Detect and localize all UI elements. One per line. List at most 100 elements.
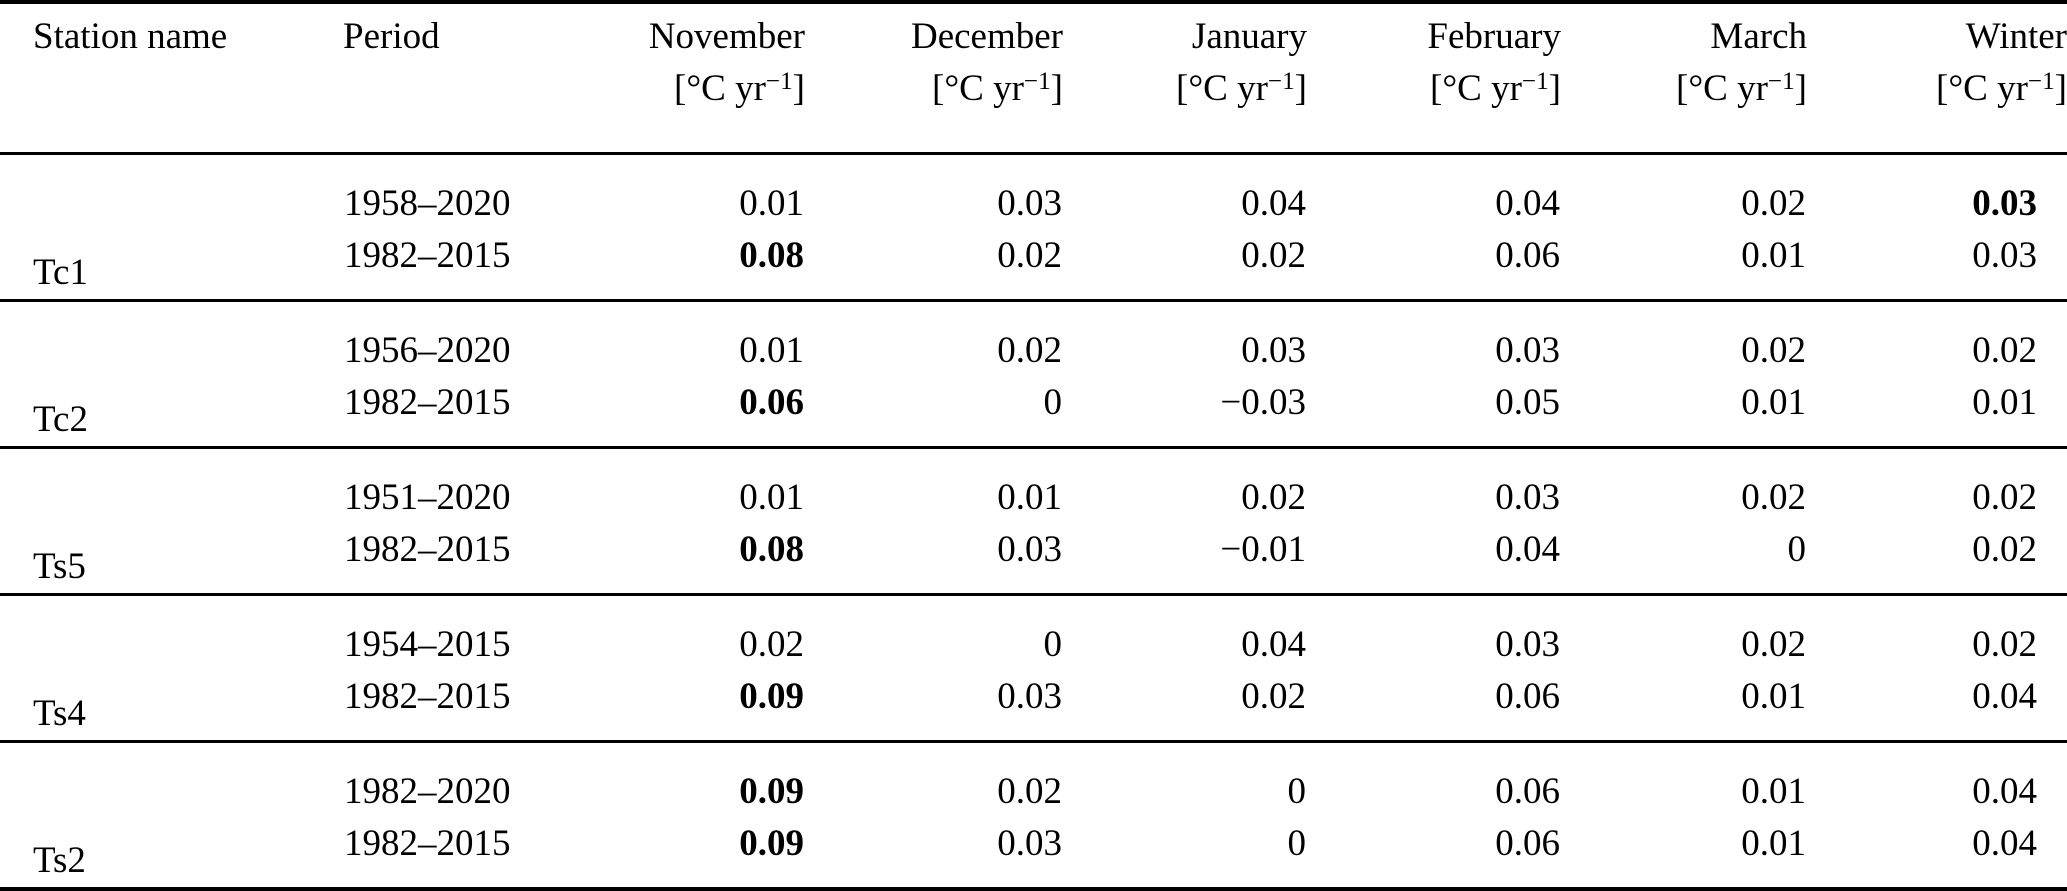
trend-value-cell: 0.02 — [997, 330, 1062, 371]
period-cell: 1982–2015 — [344, 823, 511, 864]
table-row: Ts4 1954–2015 0.02 0 0.04 0.03 0.02 0.02 — [0, 595, 2067, 734]
period-cell: 1982–2015 — [344, 382, 511, 423]
trend-value-cell: 0.06 — [1495, 235, 1560, 276]
trend-value-cell: 0.04 — [1972, 771, 2037, 812]
month-label: December — [910, 16, 1063, 57]
trend-value-cell: 0.01 — [1741, 823, 1806, 864]
station-group-tc1: Tc1 1958–2020 0.01 0.03 0.04 0.04 0.02 0… — [0, 154, 2067, 301]
period-cell: 1982–2015 — [344, 676, 511, 717]
trend-value-cell: 0.01 — [1972, 382, 2037, 423]
table-row: 1982–2015 0.08 0.02 0.02 0.06 0.01 0.03 — [0, 230, 2067, 301]
unit-exponent: −1 — [1023, 67, 1051, 95]
unit-open: [°C yr — [1176, 68, 1268, 109]
station-group-ts4: Ts4 1954–2015 0.02 0 0.04 0.03 0.02 0.02… — [0, 595, 2067, 742]
table-row: Tc1 1958–2020 0.01 0.03 0.04 0.04 0.02 0… — [0, 154, 2067, 293]
trend-value-cell: 0.04 — [1495, 529, 1560, 570]
unit-label: [°C yr−1] — [1063, 64, 1307, 118]
unit-open: [°C yr — [1676, 68, 1768, 109]
trend-value-cell: 0.01 — [1741, 771, 1806, 812]
station-name-cell: Ts5 — [33, 546, 86, 587]
station-name-cell: Ts4 — [33, 693, 86, 734]
trend-value-cell: 0 — [1043, 624, 1063, 665]
trend-value-cell: 0.08 — [739, 529, 804, 570]
trend-value-cell: 0.04 — [1972, 823, 2037, 864]
period-cell: 1982–2015 — [344, 529, 511, 570]
trend-value-cell: 0.03 — [997, 676, 1062, 717]
table-row: 1982–2015 0.09 0.03 0 0.06 0.01 0.04 — [0, 818, 2067, 889]
trend-value-cell: 0.02 — [997, 235, 1062, 276]
trend-value-cell: 0.06 — [1495, 771, 1560, 812]
trend-value-cell: 0.02 — [1972, 477, 2037, 518]
trend-value-cell: 0.06 — [1495, 676, 1560, 717]
trend-value-cell: 0.02 — [1241, 477, 1306, 518]
unit-open: [°C yr — [1936, 68, 2028, 109]
column-header-march: March [°C yr−1] — [1561, 2, 1807, 155]
trend-value-cell: 0.02 — [1972, 330, 2037, 371]
unit-close: ] — [1050, 68, 1063, 109]
unit-close: ] — [792, 68, 805, 109]
trend-value-cell: 0.02 — [1741, 624, 1806, 665]
station-group-ts5: Ts5 1951–2020 0.01 0.01 0.02 0.03 0.02 0… — [0, 448, 2067, 595]
station-name-header-label: Station name — [33, 16, 228, 57]
column-header-period: Period — [343, 2, 575, 155]
month-label: March — [1710, 16, 1807, 57]
period-cell: 1982–2020 — [344, 771, 511, 812]
trend-value-cell: 0.06 — [739, 382, 804, 423]
period-header-label: Period — [343, 16, 440, 57]
column-header-november: November [°C yr−1] — [575, 2, 805, 155]
trend-value-cell: −0.03 — [1220, 382, 1306, 423]
table-row: Ts2 1982–2020 0.09 0.02 0 0.06 0.01 0.04 — [0, 742, 2067, 881]
trend-value-cell: 0.03 — [997, 823, 1062, 864]
table-row: Ts5 1951–2020 0.01 0.01 0.02 0.03 0.02 0… — [0, 448, 2067, 587]
trend-value-cell: 0.04 — [1972, 676, 2037, 717]
period-cell: 1956–2020 — [344, 330, 511, 371]
table-row: Tc2 1956–2020 0.01 0.02 0.03 0.03 0.02 0… — [0, 301, 2067, 440]
trend-value-cell: 0.03 — [1972, 235, 2037, 276]
header-row: Station name Period November [°C yr−1] D… — [0, 2, 2067, 155]
column-header-february: February [°C yr−1] — [1307, 2, 1561, 155]
unit-label: [°C yr−1] — [1561, 64, 1807, 118]
station-group-tc2: Tc2 1956–2020 0.01 0.02 0.03 0.03 0.02 0… — [0, 301, 2067, 448]
table-row: 1982–2015 0.06 0 −0.03 0.05 0.01 0.01 — [0, 377, 2067, 448]
trend-value-cell: 0.03 — [1495, 330, 1560, 371]
period-cell: 1951–2020 — [344, 477, 511, 518]
trend-value-cell: −0.01 — [1220, 529, 1306, 570]
trend-value-cell: 0.02 — [1972, 624, 2037, 665]
trend-value-cell: 0.04 — [1241, 183, 1306, 224]
station-group-ts2: Ts2 1982–2020 0.09 0.02 0 0.06 0.01 0.04… — [0, 742, 2067, 890]
trend-value-cell: 0 — [1287, 771, 1307, 812]
trend-value-cell: 0.01 — [739, 330, 804, 371]
station-name-cell: Tc1 — [33, 252, 88, 293]
trend-value-cell: 0.08 — [739, 235, 804, 276]
trend-value-cell: 0.01 — [997, 477, 1062, 518]
trend-value-cell: 0 — [1043, 382, 1063, 423]
column-header-december: December [°C yr−1] — [805, 2, 1063, 155]
unit-open: [°C yr — [932, 68, 1024, 109]
column-header-winter: Winter [°C yr−1] — [1807, 2, 2067, 155]
unit-exponent: −1 — [1267, 67, 1295, 95]
trend-value-cell: 0 — [1787, 529, 1807, 570]
unit-open: [°C yr — [674, 68, 766, 109]
period-cell: 1982–2015 — [344, 235, 511, 276]
column-header-station-name: Station name — [0, 2, 343, 155]
trend-value-cell: 0.03 — [1495, 477, 1560, 518]
unit-label: [°C yr−1] — [1807, 64, 2067, 118]
trend-value-cell: 0.02 — [739, 624, 804, 665]
trend-value-cell: 0.01 — [1741, 676, 1806, 717]
trend-value-cell: 0.03 — [997, 183, 1062, 224]
trend-value-cell: 0.02 — [1741, 183, 1806, 224]
trend-value-cell: 0.02 — [1241, 235, 1306, 276]
unit-close: ] — [1294, 68, 1307, 109]
unit-close: ] — [2054, 68, 2067, 109]
trend-value-cell: 0.09 — [739, 771, 804, 812]
trend-value-cell: 0.01 — [1741, 382, 1806, 423]
station-name-cell: Ts2 — [33, 840, 86, 881]
table-row: 1982–2015 0.09 0.03 0.02 0.06 0.01 0.04 — [0, 671, 2067, 742]
column-header-january: January [°C yr−1] — [1063, 2, 1307, 155]
unit-open: [°C yr — [1430, 68, 1522, 109]
unit-close: ] — [1794, 68, 1807, 109]
unit-exponent: −1 — [2027, 67, 2055, 95]
unit-label: [°C yr−1] — [575, 64, 805, 118]
trend-value-cell: 0.01 — [739, 183, 804, 224]
